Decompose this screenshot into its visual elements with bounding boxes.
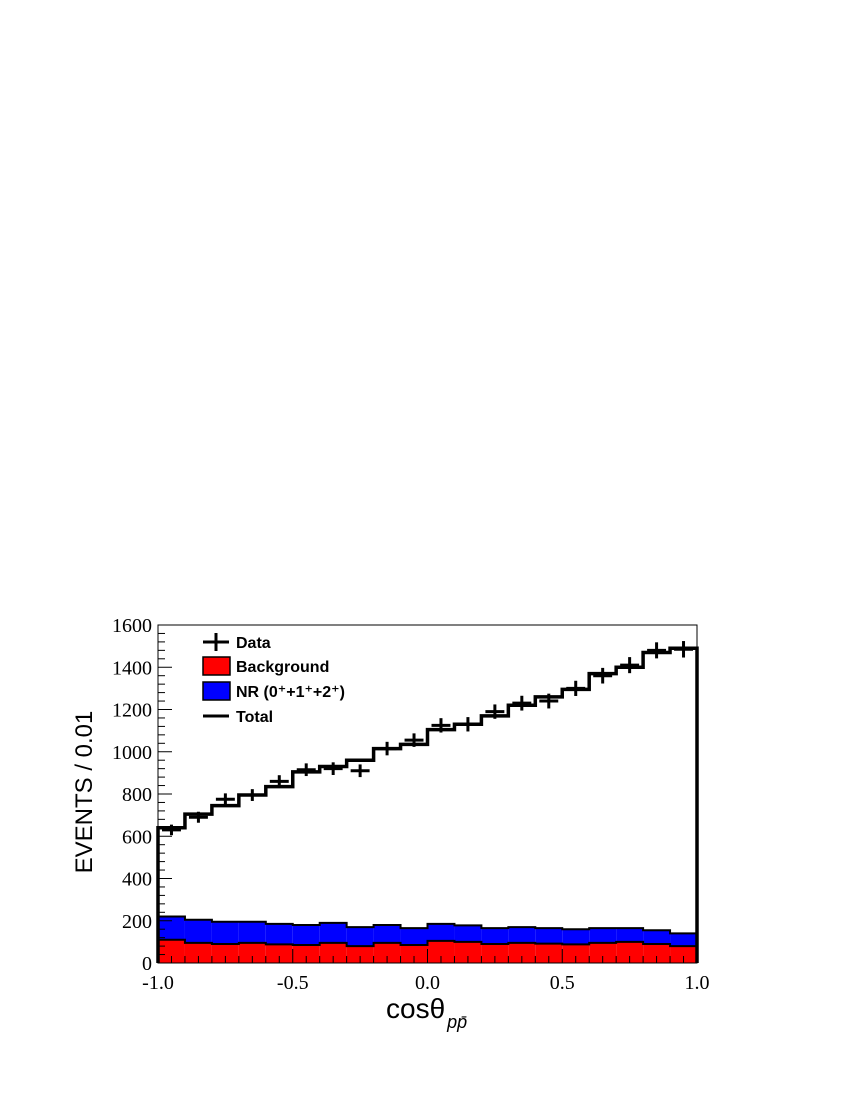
x-tick-label: 0.5 xyxy=(550,972,575,994)
data-point xyxy=(647,642,667,659)
background-bar xyxy=(535,943,563,963)
y-tick-label: 600 xyxy=(122,826,152,848)
total-histogram xyxy=(156,646,699,963)
legend-item-data: Data xyxy=(203,633,271,652)
y-tick-label: 1000 xyxy=(112,742,152,764)
legend-label-total: Total xyxy=(236,709,273,726)
legend-swatch-nr xyxy=(202,681,231,701)
data-point xyxy=(404,733,424,747)
background-bar xyxy=(616,941,644,963)
background-bar xyxy=(184,942,212,963)
data-point xyxy=(593,667,613,684)
x-tick-label: 0.0 xyxy=(415,972,440,994)
x-tick-label: -1.0 xyxy=(142,972,174,994)
nr-bar xyxy=(292,924,320,946)
background-bar xyxy=(454,941,482,963)
data-point xyxy=(620,657,640,674)
background-bar xyxy=(643,943,671,963)
nr-bar xyxy=(616,928,644,942)
y-tick-label: 1400 xyxy=(112,657,152,679)
data-point xyxy=(323,762,343,775)
nr-bar xyxy=(508,927,536,943)
nr-bar xyxy=(427,923,455,941)
background-bar xyxy=(158,939,185,963)
data-point xyxy=(566,680,586,696)
x-tick-label: -0.5 xyxy=(277,972,309,994)
background-bar xyxy=(292,945,320,963)
total-line xyxy=(156,646,699,963)
nr-bar xyxy=(670,933,697,947)
y-axis-title: EVENTS / 0.01 xyxy=(71,711,98,874)
axis-tick-labels: 0 200 400 600 800 1000 1200 1400 1600 -1.0 -0.5 0.0… xyxy=(112,615,710,994)
background-bar xyxy=(346,946,374,963)
x-axis-title-subscript: pp̄ xyxy=(446,1012,467,1032)
data-point xyxy=(431,718,451,733)
legend: Data Background NR (0⁺+1⁺+2⁺) Total xyxy=(202,633,345,726)
legend-label-background: Background xyxy=(236,659,329,676)
legend-label-nr: NR (0⁺+1⁺+2⁺) xyxy=(236,684,345,701)
data-point xyxy=(512,695,532,711)
nr-bar xyxy=(400,928,428,946)
data-point xyxy=(539,693,559,709)
y-tick-label: 200 xyxy=(122,911,152,933)
data-point xyxy=(485,704,505,719)
background-bar xyxy=(562,944,590,963)
legend-label-data: Data xyxy=(236,635,271,652)
nr-bar xyxy=(265,923,293,945)
nr-bar xyxy=(211,921,239,944)
data-point xyxy=(162,824,181,836)
nr-bar xyxy=(373,924,401,943)
background-bar xyxy=(400,945,428,963)
nr-bar xyxy=(158,916,185,940)
nr-bar xyxy=(346,927,374,947)
background-bar xyxy=(508,942,536,963)
y-tick-label: 0 xyxy=(142,953,152,975)
nr-bar xyxy=(535,928,563,944)
data-point xyxy=(296,763,316,777)
data-points xyxy=(162,641,693,836)
nr-bar xyxy=(481,928,509,944)
nr-outline xyxy=(157,915,698,963)
background-bar xyxy=(373,942,401,963)
background-bar xyxy=(481,943,509,963)
background-bar xyxy=(211,943,239,963)
data-point xyxy=(188,811,208,823)
background-outline xyxy=(157,938,698,963)
x-tick-label: 1.0 xyxy=(685,972,710,994)
data-point xyxy=(215,793,235,806)
background-bar xyxy=(319,942,347,963)
nr-bar xyxy=(643,930,671,944)
background-bar xyxy=(670,946,697,963)
background-bar xyxy=(265,944,293,963)
nr-bar xyxy=(184,919,212,943)
nr-bar xyxy=(454,925,482,942)
stacked-fills xyxy=(157,915,698,963)
nr-bar xyxy=(238,921,266,943)
data-point xyxy=(377,741,397,756)
data-point xyxy=(674,641,693,658)
data-point xyxy=(458,717,478,732)
y-tick-label: 1600 xyxy=(112,615,152,637)
legend-item-background: Background xyxy=(202,656,329,676)
x-axis-title-main: cosθ xyxy=(386,993,445,1024)
legend-item-nr: NR (0⁺+1⁺+2⁺) xyxy=(202,681,345,701)
background-bar xyxy=(589,942,617,963)
y-tick-label: 1200 xyxy=(112,700,152,722)
background-bar xyxy=(238,942,266,963)
legend-item-total: Total xyxy=(203,709,273,726)
nr-bar xyxy=(562,929,590,945)
background-bar xyxy=(427,940,455,963)
nr-bar xyxy=(589,928,617,943)
data-point xyxy=(269,775,289,788)
nr-bar xyxy=(319,922,347,943)
y-tick-label: 800 xyxy=(122,784,152,806)
y-tick-label: 400 xyxy=(122,869,152,891)
x-axis-title: cosθ pp̄ xyxy=(386,993,467,1032)
data-point xyxy=(242,789,262,801)
data-point xyxy=(350,764,370,778)
axis-ticks xyxy=(157,624,698,964)
legend-swatch-background xyxy=(202,656,231,676)
